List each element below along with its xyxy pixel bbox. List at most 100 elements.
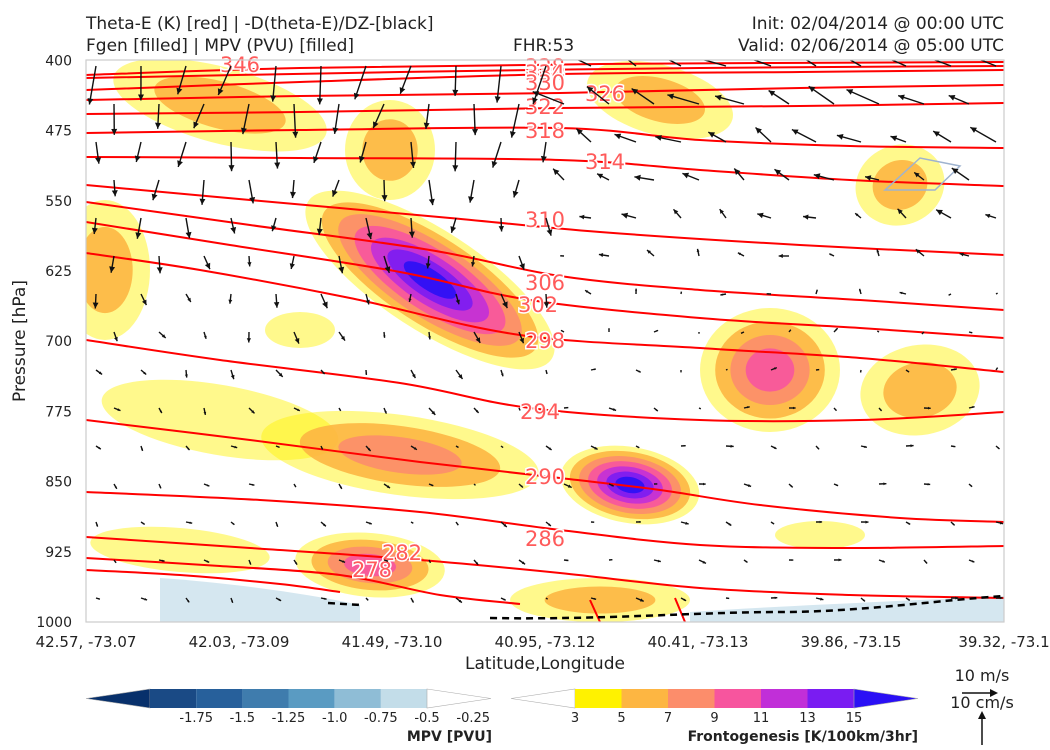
wind-arrowhead: [455, 299, 460, 305]
theta-e-contour-label: 286: [525, 527, 565, 551]
wind-arrowhead: [134, 155, 141, 162]
wind-arrowhead: [98, 598, 100, 600]
wind-arrowhead: [611, 484, 614, 487]
theta-e-contour-line: [86, 491, 1004, 550]
theta-e-contour-label: 310: [525, 208, 565, 232]
wind-arrowhead: [135, 232, 142, 239]
wind-arrowhead: [774, 596, 778, 600]
wind-arrowhead: [768, 90, 776, 97]
wind-arrowhead: [339, 409, 341, 411]
x-axis: 42.57, -73.07 42.03, -73.09 41.49, -73.10 4…: [36, 633, 1050, 674]
theta-e-contours: [86, 61, 1004, 622]
wind-arrowhead: [241, 127, 247, 135]
wind-arrowhead: [228, 165, 235, 172]
wind-arrowhead: [474, 484, 476, 486]
wind-arrowhead: [791, 559, 794, 561]
fgen-colorbar-tick: 11: [753, 711, 770, 726]
fgen-colorbar-label: Frontogenesis [K/100km/3hr]: [688, 729, 918, 745]
wind-arrowhead: [790, 485, 793, 488]
wind-arrowhead: [247, 262, 252, 267]
y-tick-label: 625: [45, 264, 72, 280]
wind-arrowhead: [114, 336, 118, 342]
fgen-colorbar-swatch: [807, 689, 854, 708]
wind-arrowhead: [680, 291, 682, 293]
valid-time-label: Valid: 02/06/2014 @ 05:00 UTC: [738, 36, 1004, 56]
wind-arrowhead: [657, 559, 661, 563]
theta-e-contour-line: [86, 569, 341, 593]
theta-e-contour-label: 306: [525, 271, 565, 295]
wind-arrowhead: [808, 86, 816, 93]
x-tick-label: 42.57, -73.07: [36, 633, 137, 651]
wind-arrowhead: [278, 598, 282, 601]
wind-arrowhead: [835, 328, 838, 331]
wind-arrowhead: [927, 483, 931, 486]
wind-arrowhead: [270, 95, 277, 102]
wind-vector-field: [87, 54, 1004, 604]
fgen-contour-fill: [154, 76, 286, 134]
wind-arrowhead: [815, 289, 818, 292]
fgen-contour-fill: [872, 160, 928, 210]
x-tick-label: 40.95, -73.12: [495, 633, 596, 651]
chart-title-left-line1: Theta-E (K) [red] | -D(theta-E)/DZ-[blac…: [86, 14, 434, 34]
wind-arrowhead: [271, 225, 277, 232]
mpv-colorbar-tick: -1.25: [272, 711, 306, 726]
wind-arrowhead: [560, 255, 562, 257]
wind-arrowhead: [519, 337, 524, 344]
theta-e-contour-line: [86, 156, 1004, 187]
fgen-contour-fill: [615, 76, 705, 124]
wind-arrowhead: [835, 409, 837, 411]
wind-arrowhead: [96, 524, 98, 527]
theta-e-contour-line: [86, 339, 1004, 423]
init-time-label: Init: 02/04/2014 @ 00:00 UTC: [751, 14, 1004, 34]
wind-arrowhead: [772, 522, 775, 525]
theta-e-contour-label: 318: [525, 119, 565, 143]
wind-arrowhead: [92, 302, 99, 309]
wind-arrowhead: [819, 520, 823, 524]
wind-arrowhead: [614, 133, 622, 140]
wind-arrowhead: [367, 448, 371, 451]
wind-arrowhead: [338, 266, 345, 274]
wind-arrowhead: [755, 127, 762, 134]
wind-arrowhead: [914, 172, 920, 178]
wind-arrowhead: [548, 447, 552, 450]
y-tick-label: 550: [45, 194, 72, 210]
mpv-colorbar-tick: -1.5: [230, 711, 255, 726]
wind-arrowhead: [948, 294, 950, 296]
wind-reference-horizontal-arrowhead: [990, 689, 998, 697]
wind-arrowhead: [502, 446, 504, 448]
fgen-contour-fill: [86, 226, 133, 314]
wind-arrowhead: [540, 155, 547, 163]
wind-arrowhead: [910, 444, 914, 448]
wind-arrowhead: [996, 293, 998, 294]
wind-arrowhead: [634, 174, 641, 181]
wind-arrowhead: [322, 371, 325, 375]
wind-arrowhead: [246, 338, 251, 343]
wind-arrowhead: [687, 54, 694, 60]
wind-arrowhead: [876, 249, 880, 253]
wind-arrowhead: [532, 97, 538, 104]
wind-arrowhead: [159, 410, 162, 414]
fgen-contour-fill: [775, 521, 865, 549]
wind-arrowhead: [386, 559, 389, 562]
wind-arrowhead: [294, 485, 296, 488]
wind-arrowhead: [899, 291, 903, 295]
wind-arrowhead: [908, 522, 911, 525]
wind-arrowhead: [546, 598, 548, 600]
wind-arrowhead: [655, 409, 658, 412]
wind-arrowhead: [846, 89, 854, 95]
wind-arrowhead: [862, 599, 865, 602]
mpv-contour-outline: [883, 157, 962, 191]
wind-arrowhead: [519, 263, 525, 270]
wind-arrowhead: [621, 212, 629, 219]
theta-e-contour-label: 314: [585, 150, 625, 174]
wind-arrowhead: [321, 447, 323, 450]
wind-arrowhead: [656, 483, 658, 485]
wind-arrowhead: [519, 409, 521, 411]
wind-arrowhead: [450, 226, 457, 233]
wind-reference-horizontal-label: 10 m/s: [955, 666, 1010, 685]
mpv-colorbar-swatch: [288, 689, 335, 708]
wind-arrowhead: [177, 160, 183, 167]
mpv-colorbar-tick: -1.0: [322, 711, 347, 726]
wind-arrowhead: [543, 302, 550, 308]
wind-arrowhead: [332, 189, 338, 197]
